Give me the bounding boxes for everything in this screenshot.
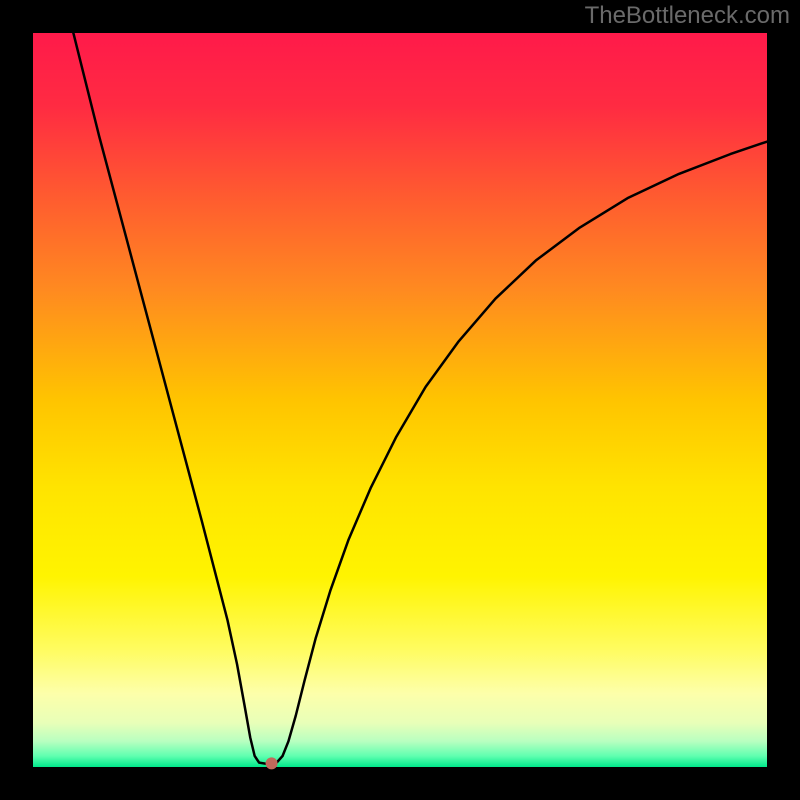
chart-container: TheBottleneck.com xyxy=(0,0,800,800)
bottleneck-chart xyxy=(0,0,800,800)
gradient-background xyxy=(33,33,767,767)
watermark-text: TheBottleneck.com xyxy=(585,2,790,30)
optimum-marker xyxy=(266,757,278,769)
